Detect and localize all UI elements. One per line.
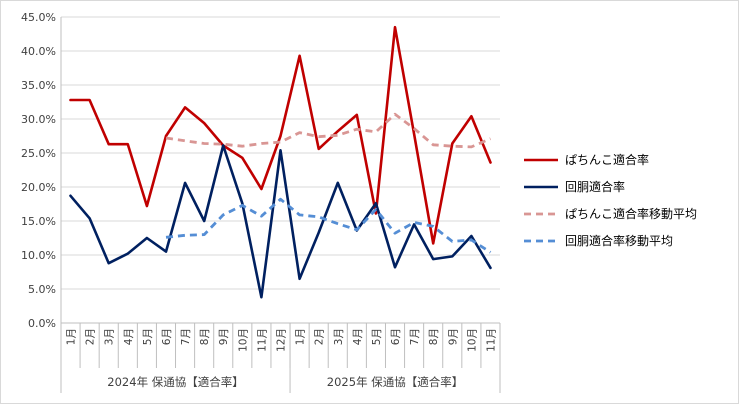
y-axis-tick-labels: 0.0% 5.0% 10.0% 15.0% 20.0% 25.0% 30.0% 35.0% 40… — [21, 11, 56, 330]
y-tick-label: 10.0% — [21, 249, 56, 262]
x-tick-label: 11月 — [256, 328, 268, 352]
x-tick-label: 4月 — [352, 328, 364, 345]
x-tick-label: 9月 — [218, 328, 230, 345]
x-tick-label: 1月 — [66, 328, 78, 345]
legend-label-1: ぱちんこ適合率 — [565, 152, 649, 167]
x-tick-label: 7月 — [409, 328, 421, 345]
y-tick-label: 35.0% — [21, 79, 56, 92]
y-tick-label: 20.0% — [21, 181, 56, 194]
x-tick-label: 12月 — [276, 328, 288, 352]
x-tick-label: 10月 — [237, 328, 249, 352]
x-tick-label: 8月 — [428, 328, 440, 345]
legend-label-2: 回胴適合率 — [565, 179, 625, 194]
y-tick-label: 5.0% — [28, 283, 56, 296]
x-tick-label: 11月 — [485, 328, 497, 352]
x-tick-label: 1月 — [295, 328, 307, 345]
x-tick-label: 3月 — [333, 328, 345, 345]
x-tick-label: 7月 — [180, 328, 192, 345]
y-tick-label: 15.0% — [21, 215, 56, 228]
series-lines — [69, 25, 492, 299]
y-tick-label: 25.0% — [21, 147, 56, 160]
x-tick-label: 8月 — [199, 328, 211, 345]
x-tick-label: 5月 — [371, 328, 383, 345]
x-tick-label: 2月 — [85, 328, 97, 345]
y-tick-label: 40.0% — [21, 45, 56, 58]
group-label: 2024年 保通協【適合率】 — [107, 375, 243, 389]
y-tick-label: 0.0% — [28, 317, 56, 330]
x-tick-label: 5月 — [142, 328, 154, 345]
x-tick-label: 4月 — [123, 328, 135, 345]
series-line-2 — [69, 144, 492, 299]
y-tick-label: 45.0% — [21, 11, 56, 24]
series-line-3 — [165, 112, 492, 149]
legend-label-3: ぱちんこ適合率移動平均 — [565, 206, 697, 221]
y-tick-label: 30.0% — [21, 113, 56, 126]
series-line-1 — [69, 25, 492, 245]
x-axis-tick-labels: 1月 2月 3月 4月 5月 6月 7月 8月 9月 10月 11月 12月 1月 2月 3月 4月 5月 6月 7… — [66, 328, 498, 352]
x-tick-label: 6月 — [390, 328, 402, 345]
x-axis-group-labels: 2024年 保通協【適合率】 2025年 保通協【適合率】 — [107, 375, 463, 389]
x-tick-label: 2月 — [314, 328, 326, 345]
x-tick-label: 3月 — [104, 328, 116, 345]
legend-label-4: 回胴適合率移動平均 — [565, 233, 673, 248]
axes — [60, 17, 501, 393]
x-tick-label: 9月 — [447, 328, 459, 345]
gridlines — [61, 16, 500, 324]
series-line-4 — [165, 197, 492, 254]
group-label: 2025年 保通協【適合率】 — [327, 375, 463, 389]
x-tick-label: 10月 — [466, 328, 478, 352]
x-tick-label: 6月 — [161, 328, 173, 345]
